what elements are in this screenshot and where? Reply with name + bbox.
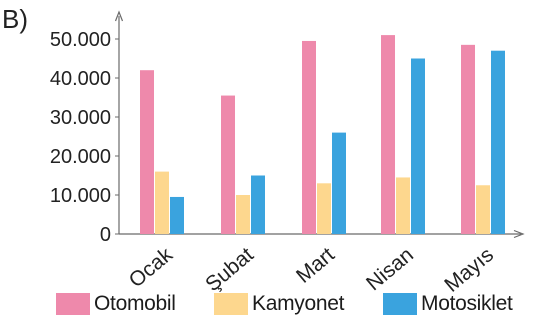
bar-kamyonet-3 [396,177,410,234]
bar-chart: B) 0 10.000 20.000 30.000 40.000 50.000 Ocak Ş… [2,4,525,292]
legend: Otomobil Kamyonet Motosiklet [0,292,533,328]
legend-item-motosiklet: Motosiklet [383,292,513,316]
bar-motosiklet-1 [251,175,265,234]
x-axis-arrow [513,229,525,239]
y-tick-labels: 0 10.000 20.000 30.000 40.000 50.000 [50,29,111,246]
bar-otomobil-4 [461,44,475,234]
legend-swatch-otomobil [56,293,90,315]
panel-label: B) [2,4,28,34]
bar-kamyonet-1 [236,195,250,234]
x-tick-label: Ocak [125,243,178,292]
legend-label-kamyonet: Kamyonet [252,292,345,315]
legend-item-otomobil: Otomobil [56,292,176,316]
legend-swatch-motosiklet [383,293,417,315]
y-tick-label: 50.000 [50,29,111,51]
y-axis-arrow [114,10,124,22]
x-tick-label: Nisan [362,243,418,292]
y-tick-label: 40.000 [50,68,111,90]
bar-otomobil-3 [381,35,395,234]
legend-swatch-kamyonet [214,293,248,315]
bar-motosiklet-0 [170,196,184,234]
y-tick-label: 30.000 [50,107,111,129]
bar-kamyonet-0 [155,171,169,234]
bar-otomobil-1 [221,95,235,234]
y-tick-label: 20.000 [50,146,111,168]
y-tick-label: 0 [100,224,111,246]
bar-kamyonet-4 [476,185,490,234]
bar-otomobil-2 [302,40,316,235]
legend-item-kamyonet: Kamyonet [214,292,344,316]
x-tick-label: Mart [292,243,339,288]
x-tick-label: Şubat [201,243,258,292]
legend-label-otomobil: Otomobil [94,292,176,315]
x-tick-labels: Ocak Şubat Mart Nisan Mayıs [125,243,498,292]
bar-motosiklet-4 [491,50,505,235]
bar-motosiklet-2 [332,132,346,234]
legend-label-motosiklet: Motosiklet [421,292,513,315]
chart-bars [140,35,505,235]
bar-motosiklet-3 [411,58,425,234]
y-tick-label: 10.000 [50,185,111,207]
bar-kamyonet-2 [317,183,331,234]
bar-otomobil-0 [140,70,154,234]
x-tick-label: Mayıs [440,243,498,292]
